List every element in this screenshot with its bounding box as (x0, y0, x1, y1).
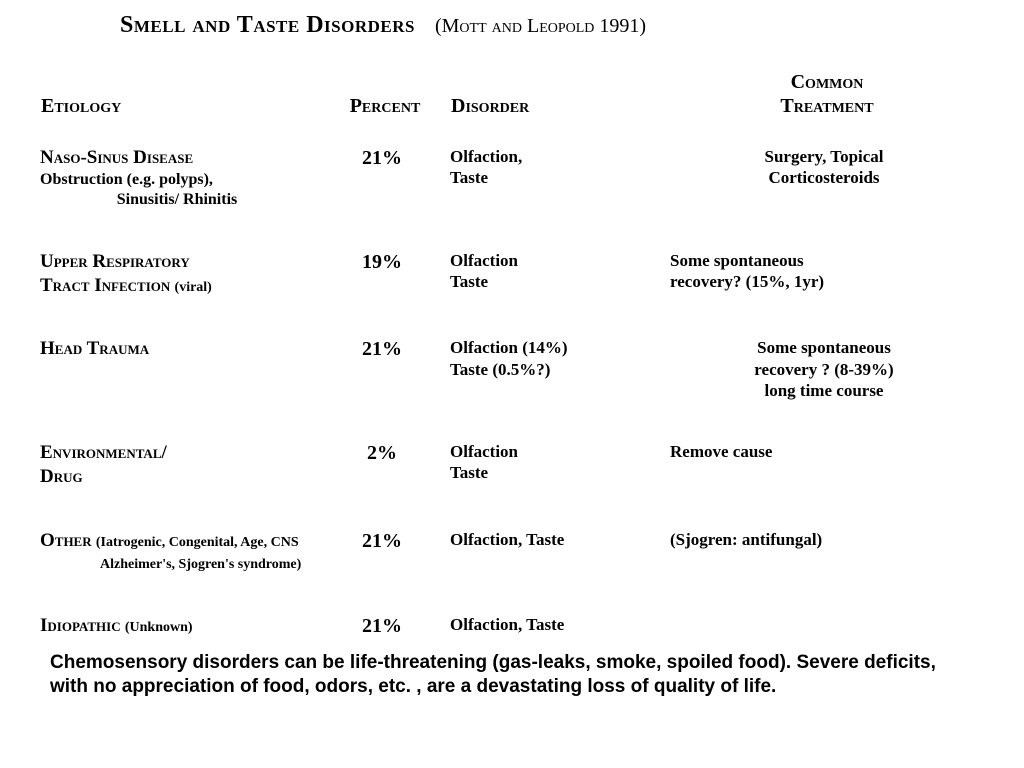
col-treatment-l2: Treatment (780, 95, 873, 117)
et-main2: Tract Infection (40, 275, 170, 296)
col-etiology: Etiology (40, 69, 320, 136)
et-inline: (Iatrogenic, Congenital, Age, CNS (96, 535, 299, 550)
cell-percent: 19% (320, 240, 450, 328)
cell-percent: 21% (320, 327, 450, 431)
cell-disorder: Olfaction, Taste (450, 604, 670, 651)
table-row: Naso-Sinus Disease Obstruction (e.g. pol… (40, 136, 984, 240)
col-treatment-l1: Common (791, 71, 864, 93)
cell-disorder: OlfactionTaste (450, 240, 670, 328)
page-title: Smell and Taste Disorders (120, 12, 415, 39)
disorders-table: Etiology Percent Disorder Common Treatme… (40, 69, 984, 651)
cell-treatment: Remove cause (670, 431, 984, 519)
et-sub2: Sinusitis/ Rhinitis (40, 190, 314, 210)
treatment-center: Some spontaneousrecovery ? (8-39%)long t… (670, 337, 978, 401)
document-page: Smell and Taste Disorders (Mott and Leop… (0, 0, 1024, 698)
et-main2: Drug (40, 466, 83, 487)
et-main: Idiopathic (40, 615, 121, 636)
et-main: Naso-Sinus Disease (40, 147, 193, 168)
table-row: Environmental/ Drug 2% OlfactionTaste Re… (40, 431, 984, 519)
cell-percent: 21% (320, 519, 450, 604)
cell-disorder: Olfaction, Taste (450, 519, 670, 604)
col-disorder: Disorder (450, 69, 670, 136)
cell-treatment: Some spontaneousrecovery? (15%, 1yr) (670, 240, 984, 328)
et-inline: (Unknown) (125, 620, 193, 635)
title-citation: (Mott and Leopold 1991) (435, 15, 646, 38)
col-percent: Percent (320, 69, 450, 136)
table-row: Head Trauma 21% Olfaction (14%)Taste (0.… (40, 327, 984, 431)
et-main: Other (40, 530, 92, 551)
table-row: Idiopathic (Unknown) 21% Olfaction, Tast… (40, 604, 984, 651)
cell-disorder: Olfaction (14%)Taste (0.5%?) (450, 327, 670, 431)
et-main: Upper Respiratory (40, 251, 190, 272)
title-row: Smell and Taste Disorders (Mott and Leop… (120, 12, 984, 39)
cell-treatment: Surgery, TopicalCorticosteroids (670, 136, 984, 240)
cell-disorder: Olfaction,Taste (450, 136, 670, 240)
footer-note: Chemosensory disorders can be life-threa… (50, 651, 974, 699)
et-main: Head Trauma (40, 338, 149, 359)
et-inline: (viral) (175, 280, 212, 295)
cell-treatment: (Sjogren: antifungal) (670, 519, 984, 604)
cell-percent: 21% (320, 604, 450, 651)
cell-etiology: Upper Respiratory Tract Infection (viral… (40, 240, 320, 328)
table-row: Upper Respiratory Tract Infection (viral… (40, 240, 984, 328)
col-treatment: Common Treatment (670, 69, 984, 136)
cell-etiology: Other (Iatrogenic, Congenital, Age, CNS … (40, 519, 320, 604)
cell-disorder: OlfactionTaste (450, 431, 670, 519)
cell-etiology: Idiopathic (Unknown) (40, 604, 320, 651)
table-header-row: Etiology Percent Disorder Common Treatme… (40, 69, 984, 136)
cell-etiology: Naso-Sinus Disease Obstruction (e.g. pol… (40, 136, 320, 240)
et-inline2: Alzheimer's, Sjogren's syndrome) (100, 557, 301, 572)
et-sub: Obstruction (e.g. polyps), (40, 170, 314, 190)
et-main: Environmental/ (40, 442, 167, 463)
cell-etiology: Environmental/ Drug (40, 431, 320, 519)
cell-treatment (670, 604, 984, 651)
cell-percent: 2% (320, 431, 450, 519)
cell-percent: 21% (320, 136, 450, 240)
cell-etiology: Head Trauma (40, 327, 320, 431)
cell-treatment: Some spontaneousrecovery ? (8-39%)long t… (670, 327, 984, 431)
table-row: Other (Iatrogenic, Congenital, Age, CNS … (40, 519, 984, 604)
